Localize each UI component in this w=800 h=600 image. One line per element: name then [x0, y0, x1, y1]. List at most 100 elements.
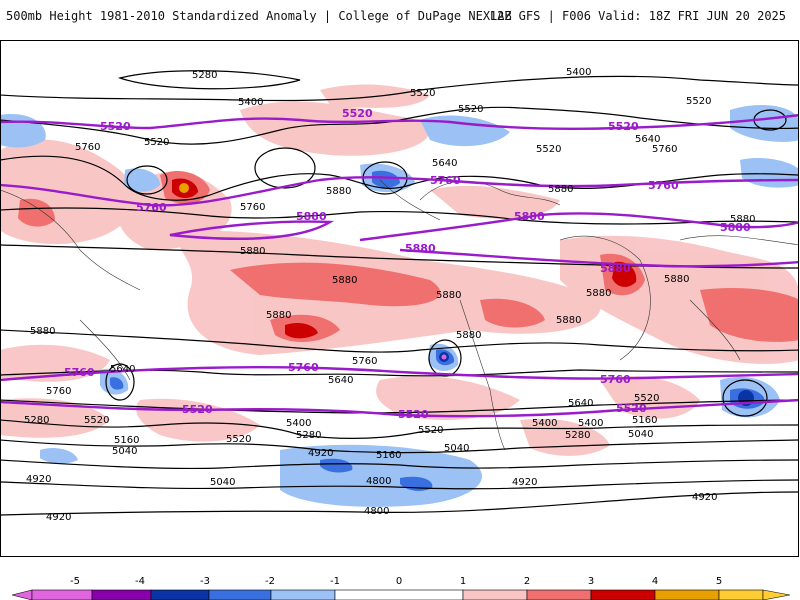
colorbar-segment — [654, 589, 720, 600]
key-contour-label: 5880 — [296, 210, 327, 223]
contour-label: 5880 — [30, 326, 55, 337]
key-contour-label: 5760 — [288, 361, 319, 374]
contour-label: 5880 — [240, 246, 265, 257]
contour-label: 4920 — [308, 448, 333, 459]
contour-label: 5520 — [536, 144, 561, 155]
colorbar-tick-label: 1 — [460, 576, 466, 587]
contour-label: 5520 — [418, 425, 443, 436]
key-contour-label: 5880 — [405, 242, 436, 255]
contour-label: 5160 — [632, 415, 657, 426]
coastlines — [1, 179, 798, 451]
contour-label: 4920 — [26, 474, 51, 485]
contour-label: 5760 — [240, 202, 265, 213]
contour-label: 5880 — [266, 310, 291, 321]
key-contours — [1, 114, 798, 418]
contour-label: 5640 — [432, 158, 457, 169]
contour-label: 5880 — [456, 330, 481, 341]
contour-label: 5160 — [114, 435, 139, 446]
contour-label: 5640 — [568, 398, 593, 409]
contour-label: 5760 — [652, 144, 677, 155]
contour-label: 5280 — [192, 70, 217, 81]
key-contour-label: 5880 — [600, 262, 631, 275]
colorbar-tick-label: 0 — [396, 576, 402, 587]
contour-label: 5160 — [376, 450, 401, 461]
contour-label: 5280 — [565, 430, 590, 441]
contour-label: 5520 — [144, 137, 169, 148]
key-contour-label: 5520 — [616, 402, 647, 415]
model-valid-time: 12Z GFS | F006 Valid: 18Z FRI JUN 20 202… — [489, 9, 786, 23]
key-contour-label: 5520 — [398, 408, 429, 421]
contour-label: 5880 — [730, 214, 755, 225]
contour-label: 5400 — [238, 97, 263, 108]
contour-label: 5400 — [532, 418, 557, 429]
colorbar-tick-label: -2 — [265, 576, 275, 587]
key-contour-label: 5880 — [514, 210, 545, 223]
key-contour-label: 5520 — [182, 403, 213, 416]
extreme-positive-anomaly-core — [179, 183, 189, 193]
key-contour-label: 5760 — [430, 174, 461, 187]
contour-label: 5280 — [24, 415, 49, 426]
colorbar-segment — [208, 589, 272, 600]
colorbar-segment — [718, 589, 764, 600]
colorbar-min-arrow — [11, 589, 33, 600]
contour-label: 5040 — [444, 443, 469, 454]
contour-label: 5520 — [634, 393, 659, 404]
contour-label: 4800 — [364, 506, 389, 517]
colorbar-tick-label: -3 — [200, 576, 210, 587]
strong-negative-anomaly-shading — [110, 170, 765, 491]
contour-label: 4920 — [692, 492, 717, 503]
title-bar: 500mb Height 1981-2010 Standardized Anom… — [0, 0, 800, 40]
contour-label: 5760 — [75, 142, 100, 153]
contour-label: 5400 — [566, 67, 591, 78]
contour-label: 5040 — [628, 429, 653, 440]
colorbar-segment — [334, 589, 464, 600]
contour-label: 5040 — [112, 446, 137, 457]
black-contour-labels: 5280 5400 5520 5520 5520 5400 5520 5640 … — [24, 67, 755, 523]
colorbar-segment — [462, 589, 528, 600]
colorbar-tick-label: -5 — [70, 576, 80, 587]
contour-label: 5520 — [84, 415, 109, 426]
colorbar-segment — [270, 589, 336, 600]
contour-label: 4920 — [46, 512, 71, 523]
colorbar-tick-label: 2 — [524, 576, 530, 587]
extreme-negative-anomaly-core — [441, 354, 447, 360]
contour-label: 5880 — [332, 275, 357, 286]
contour-label: 5520 — [410, 88, 435, 99]
contour-label: 5760 — [46, 386, 71, 397]
contour-label: 5520 — [458, 104, 483, 115]
colorbar-segment — [31, 589, 93, 600]
contour-label: 5520 — [686, 96, 711, 107]
contour-label: 5880 — [548, 184, 573, 195]
key-contour-label: 5520 — [100, 120, 131, 133]
key-contour-label: 5520 — [342, 107, 373, 120]
contour-label: 5760 — [352, 356, 377, 367]
colorbar-tick-label: 3 — [588, 576, 594, 587]
colorbar-max-arrow — [762, 589, 791, 600]
colorbar-segment — [590, 589, 656, 600]
colorbar-tick-label: -4 — [135, 576, 145, 587]
key-contour-label: 5760 — [136, 201, 167, 214]
map-frame — [0, 40, 799, 557]
contour-label: 5520 — [226, 434, 251, 445]
contour-label: 5640 — [328, 375, 353, 386]
contour-label: 5400 — [578, 418, 603, 429]
colorbar-tick-label: 5 — [716, 576, 722, 587]
colorbar-segment — [526, 589, 592, 600]
colorbar-segment — [150, 589, 210, 600]
contour-label: 4920 — [512, 477, 537, 488]
contour-label: 5640 — [635, 134, 660, 145]
key-contour-label: 5520 — [608, 120, 639, 133]
colorbar: -5 -4 -3 -2 -1 0 1 2 3 4 5 — [11, 576, 791, 600]
map-title: 500mb Height 1981-2010 Standardized Anom… — [6, 9, 512, 23]
contour-label: 5880 — [326, 186, 351, 197]
colorbar-tick-label: 4 — [652, 576, 658, 587]
key-contour-label: 5760 — [648, 179, 679, 192]
key-contour-label: 5760 — [600, 373, 631, 386]
key-contour-label: 5880 — [720, 221, 751, 234]
key-contour-labels: 5520 5520 5520 5760 5760 5760 5880 5880 … — [64, 107, 751, 421]
contour-label: 5880 — [586, 288, 611, 299]
contour-label: 5640 — [110, 364, 135, 375]
intense-positive-anomaly-shading — [172, 178, 637, 339]
contour-label: 5400 — [286, 418, 311, 429]
contour-label: 5040 — [210, 477, 235, 488]
